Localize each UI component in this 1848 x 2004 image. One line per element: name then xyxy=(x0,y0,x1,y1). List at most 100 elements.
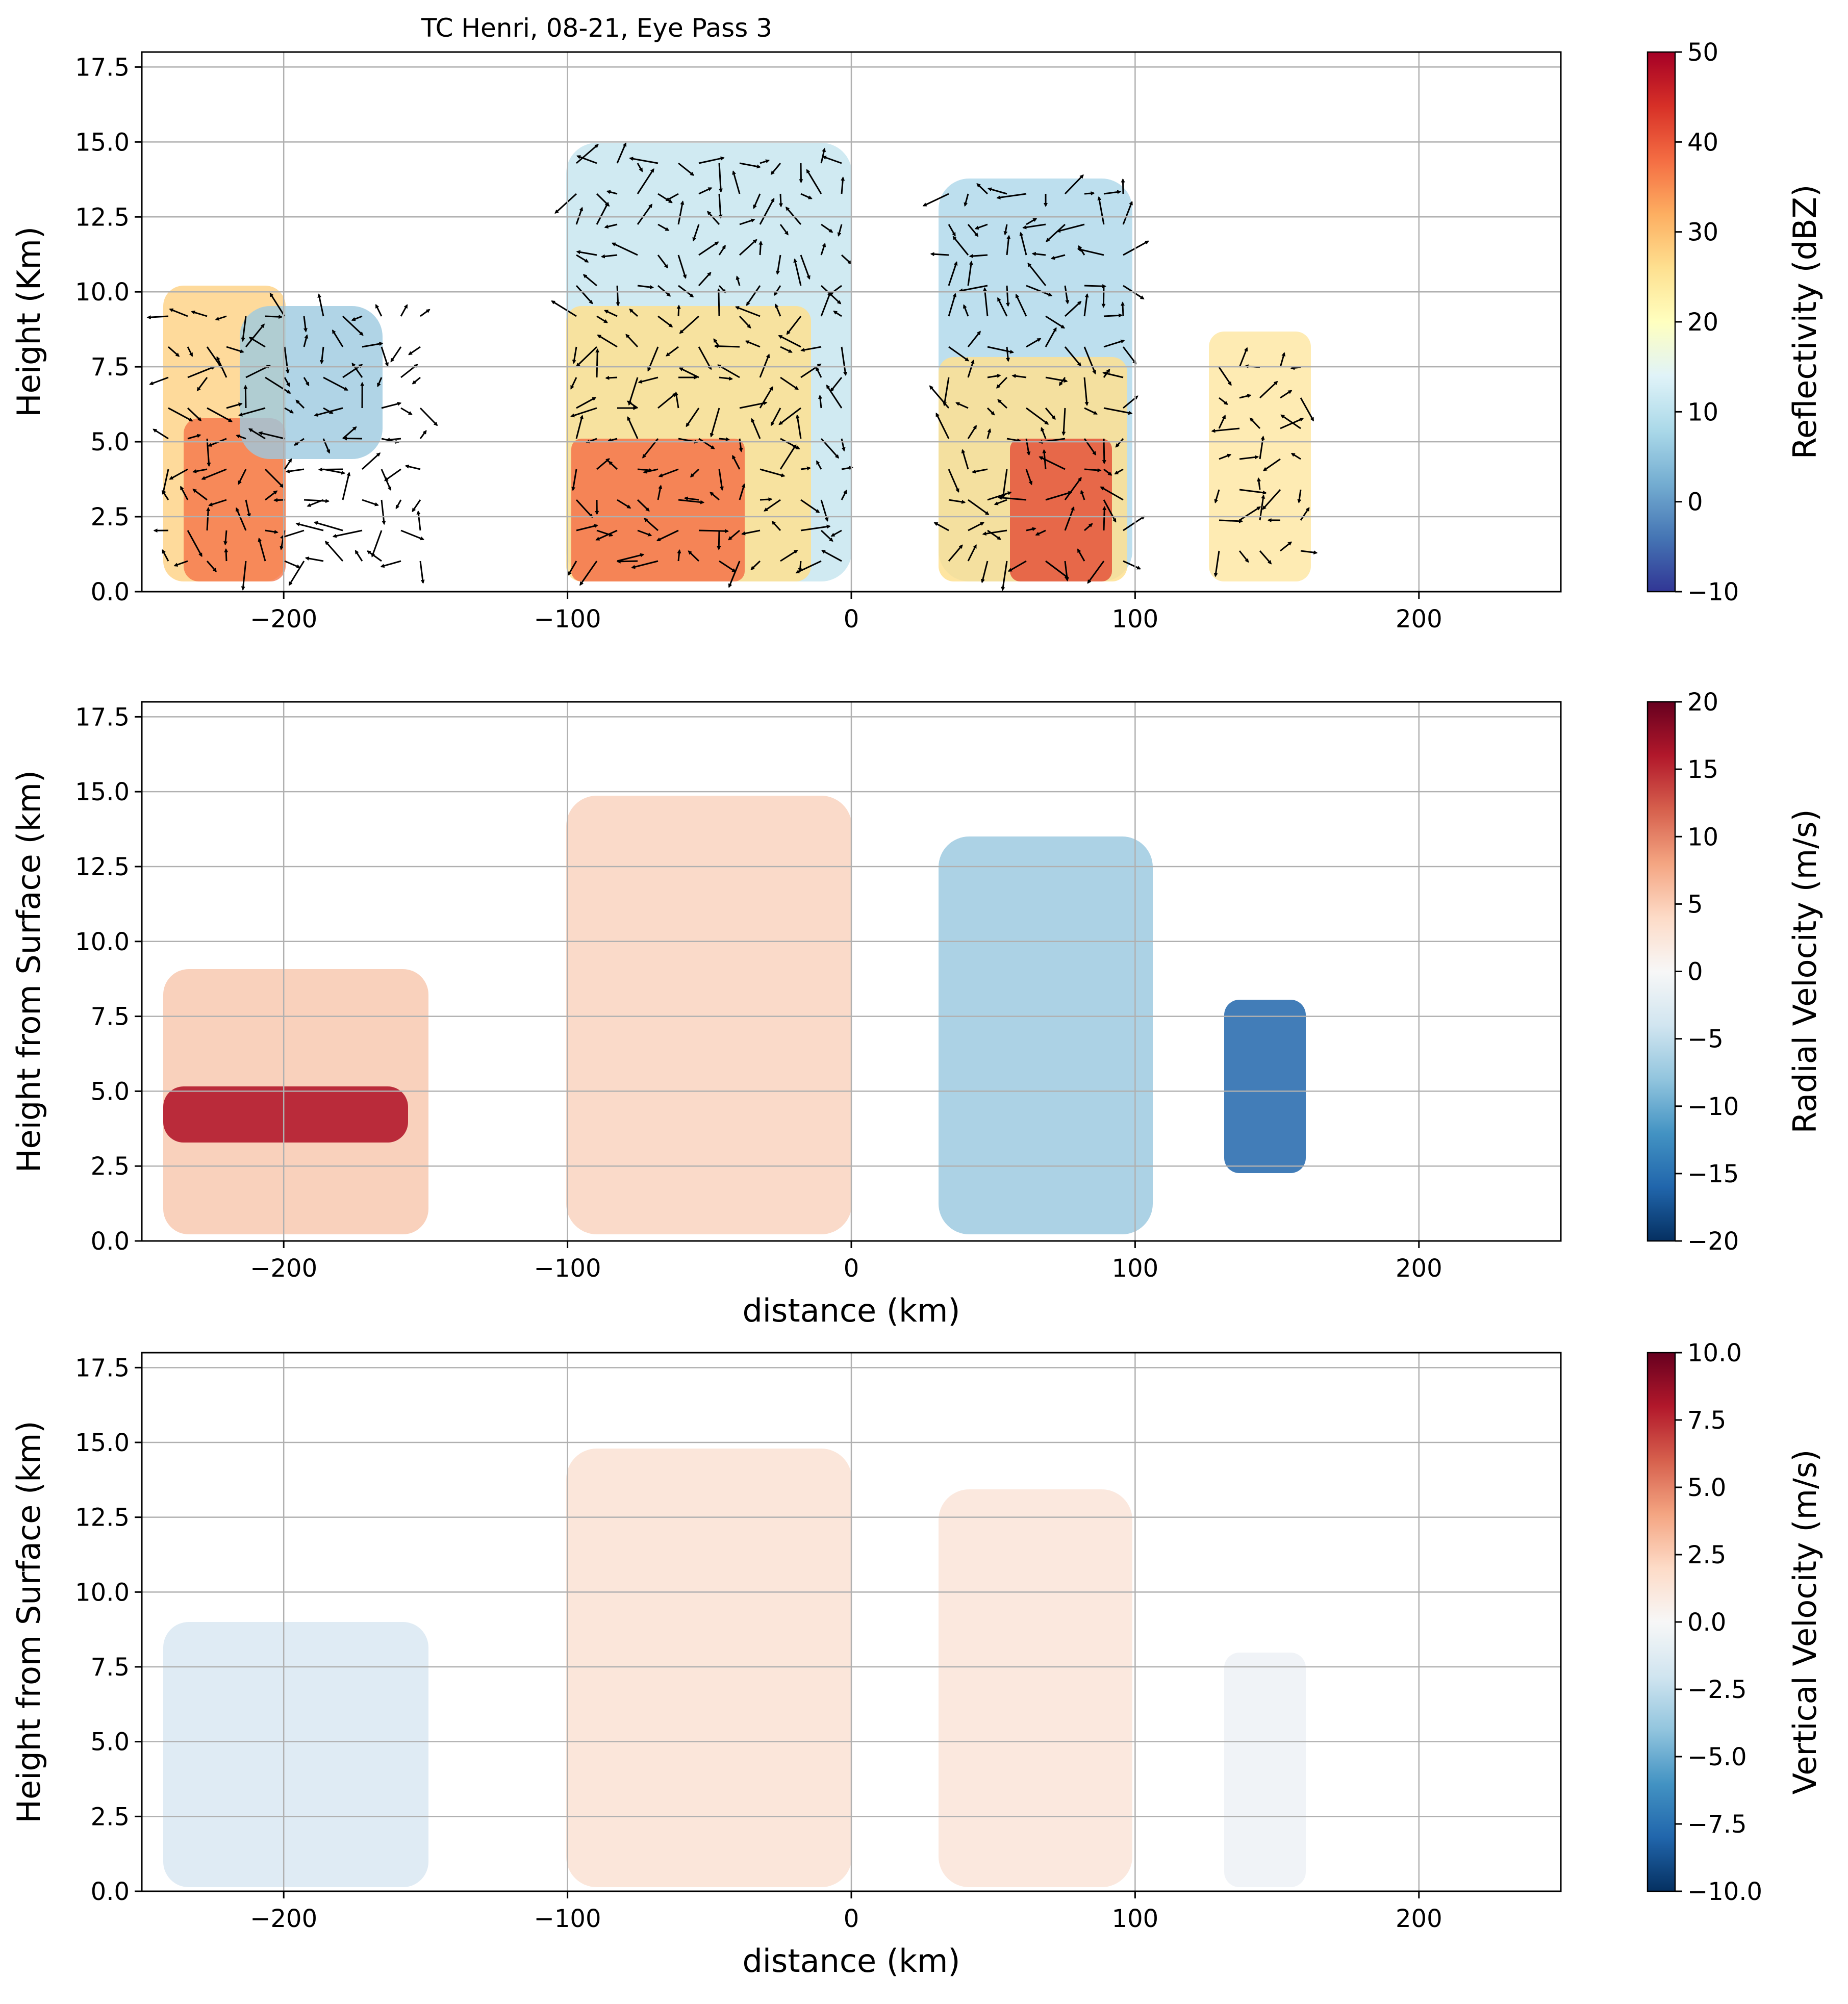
wind-vector xyxy=(355,550,363,562)
y-tick-label: 15.0 xyxy=(75,128,130,157)
wind-vector xyxy=(745,340,761,348)
wind-vector xyxy=(982,529,1007,536)
wind-vector xyxy=(1026,407,1049,425)
wind-vector xyxy=(332,329,344,347)
x-tick-label: 200 xyxy=(1396,1905,1442,1933)
wind-vector xyxy=(1001,561,1008,591)
wind-vector xyxy=(362,499,379,506)
wind-vector xyxy=(258,431,285,440)
wind-vector xyxy=(1219,519,1244,523)
wind-vector xyxy=(930,252,949,257)
colorbar-tick-label: 5 xyxy=(1687,890,1703,919)
wind-vector xyxy=(161,469,169,495)
wind-vector xyxy=(841,176,845,194)
wind-vector xyxy=(976,183,989,195)
wind-vector xyxy=(758,240,763,256)
wind-vector xyxy=(245,365,271,378)
y-tick-label: 5.0 xyxy=(91,428,130,456)
wind-vector xyxy=(1080,490,1085,500)
vertical-echoes xyxy=(163,1449,1306,1887)
wind-vector xyxy=(800,193,813,199)
wind-vector xyxy=(739,438,743,452)
wind-vector xyxy=(968,522,985,531)
wind-vector xyxy=(987,346,1015,354)
wind-vector xyxy=(968,499,990,515)
colorbar-tick-label: 0 xyxy=(1687,958,1703,986)
colorbar xyxy=(1647,1352,1676,1892)
refl-echo-right-core xyxy=(1010,439,1112,581)
wind-vector xyxy=(678,499,705,504)
wind-vector xyxy=(248,428,266,440)
wind-vector xyxy=(971,468,988,474)
wind-vector xyxy=(718,193,723,219)
wind-vector xyxy=(798,561,802,573)
wind-vector xyxy=(288,561,305,586)
wind-vector xyxy=(1280,541,1293,552)
wind-vector xyxy=(657,223,670,231)
wind-vector xyxy=(637,285,654,289)
wind-vector xyxy=(285,468,305,473)
wind-vector xyxy=(739,315,751,329)
x-axis-label: distance (km) xyxy=(742,1942,960,1980)
wind-vector xyxy=(1213,550,1220,577)
x-tick-label: 100 xyxy=(1112,605,1159,633)
x-tick-label: −100 xyxy=(534,605,601,633)
y-tick-label: 5.0 xyxy=(91,1728,130,1757)
wind-vector xyxy=(324,541,344,562)
wind-vector xyxy=(1035,529,1046,536)
wind-vector xyxy=(815,366,822,378)
colorbar-tick-label: −10 xyxy=(1687,1093,1739,1121)
y-tick-label: 15.0 xyxy=(75,778,130,806)
wind-vector xyxy=(597,334,618,348)
wind-vector xyxy=(1262,458,1281,471)
colorbar-tick-label: 10 xyxy=(1687,398,1718,426)
wind-vector xyxy=(1006,346,1010,362)
wind-vector xyxy=(922,193,949,207)
wind-vector xyxy=(686,408,700,427)
wind-vector xyxy=(780,376,799,390)
wind-vector xyxy=(1218,367,1232,386)
wind-vector xyxy=(719,560,737,573)
colorbar-tick-label: −10 xyxy=(1687,578,1739,606)
wind-vector xyxy=(314,407,343,417)
wind-vector xyxy=(384,468,401,481)
wind-vector xyxy=(323,376,348,391)
wind-vector xyxy=(728,529,740,541)
wind-vector xyxy=(303,499,330,503)
wind-vector xyxy=(575,207,584,225)
vertical-echo-far xyxy=(1224,1653,1306,1887)
wind-vector xyxy=(1259,550,1272,565)
x-tick-label: 100 xyxy=(1112,1905,1159,1933)
wind-vector xyxy=(678,367,699,378)
wind-vector xyxy=(779,444,797,470)
wind-vector xyxy=(381,346,389,367)
colorbar-tick-label: 20 xyxy=(1687,308,1718,337)
wind-vector xyxy=(967,331,981,347)
wind-vector xyxy=(955,402,969,409)
refl-echoes xyxy=(163,143,1311,581)
wind-vector xyxy=(776,255,781,275)
wind-vector xyxy=(800,346,822,352)
y-tick-label: 10.0 xyxy=(75,928,130,956)
wind-vector xyxy=(307,499,324,507)
wind-vector xyxy=(774,303,781,317)
wind-vector xyxy=(948,224,956,237)
wind-vector xyxy=(806,169,822,194)
wind-vector xyxy=(1006,235,1011,256)
wind-vector xyxy=(169,308,188,317)
panel-vertical-velocity: −200 −100 0 100 200 0.0 2.5 5.0 7.5 10.0 12.5 15.0 1… xyxy=(10,1339,1824,1980)
wind-vector xyxy=(1027,262,1047,286)
wind-vector xyxy=(841,438,846,452)
radial-echo-right xyxy=(939,836,1153,1234)
wind-vector xyxy=(1103,407,1133,415)
wind-vector xyxy=(206,438,211,467)
wind-vector xyxy=(1239,455,1259,460)
wind-vector xyxy=(948,293,957,317)
colorbar-tick-label: 50 xyxy=(1687,38,1718,67)
wind-vector xyxy=(750,560,761,570)
wind-vector xyxy=(551,300,577,317)
wind-vector xyxy=(606,190,618,195)
wind-vector xyxy=(746,285,761,306)
panel-radial-velocity: −200 −100 0 100 2000.02.55.07.510.012.515.01… xyxy=(10,688,1824,1329)
wind-vector xyxy=(1015,293,1027,317)
